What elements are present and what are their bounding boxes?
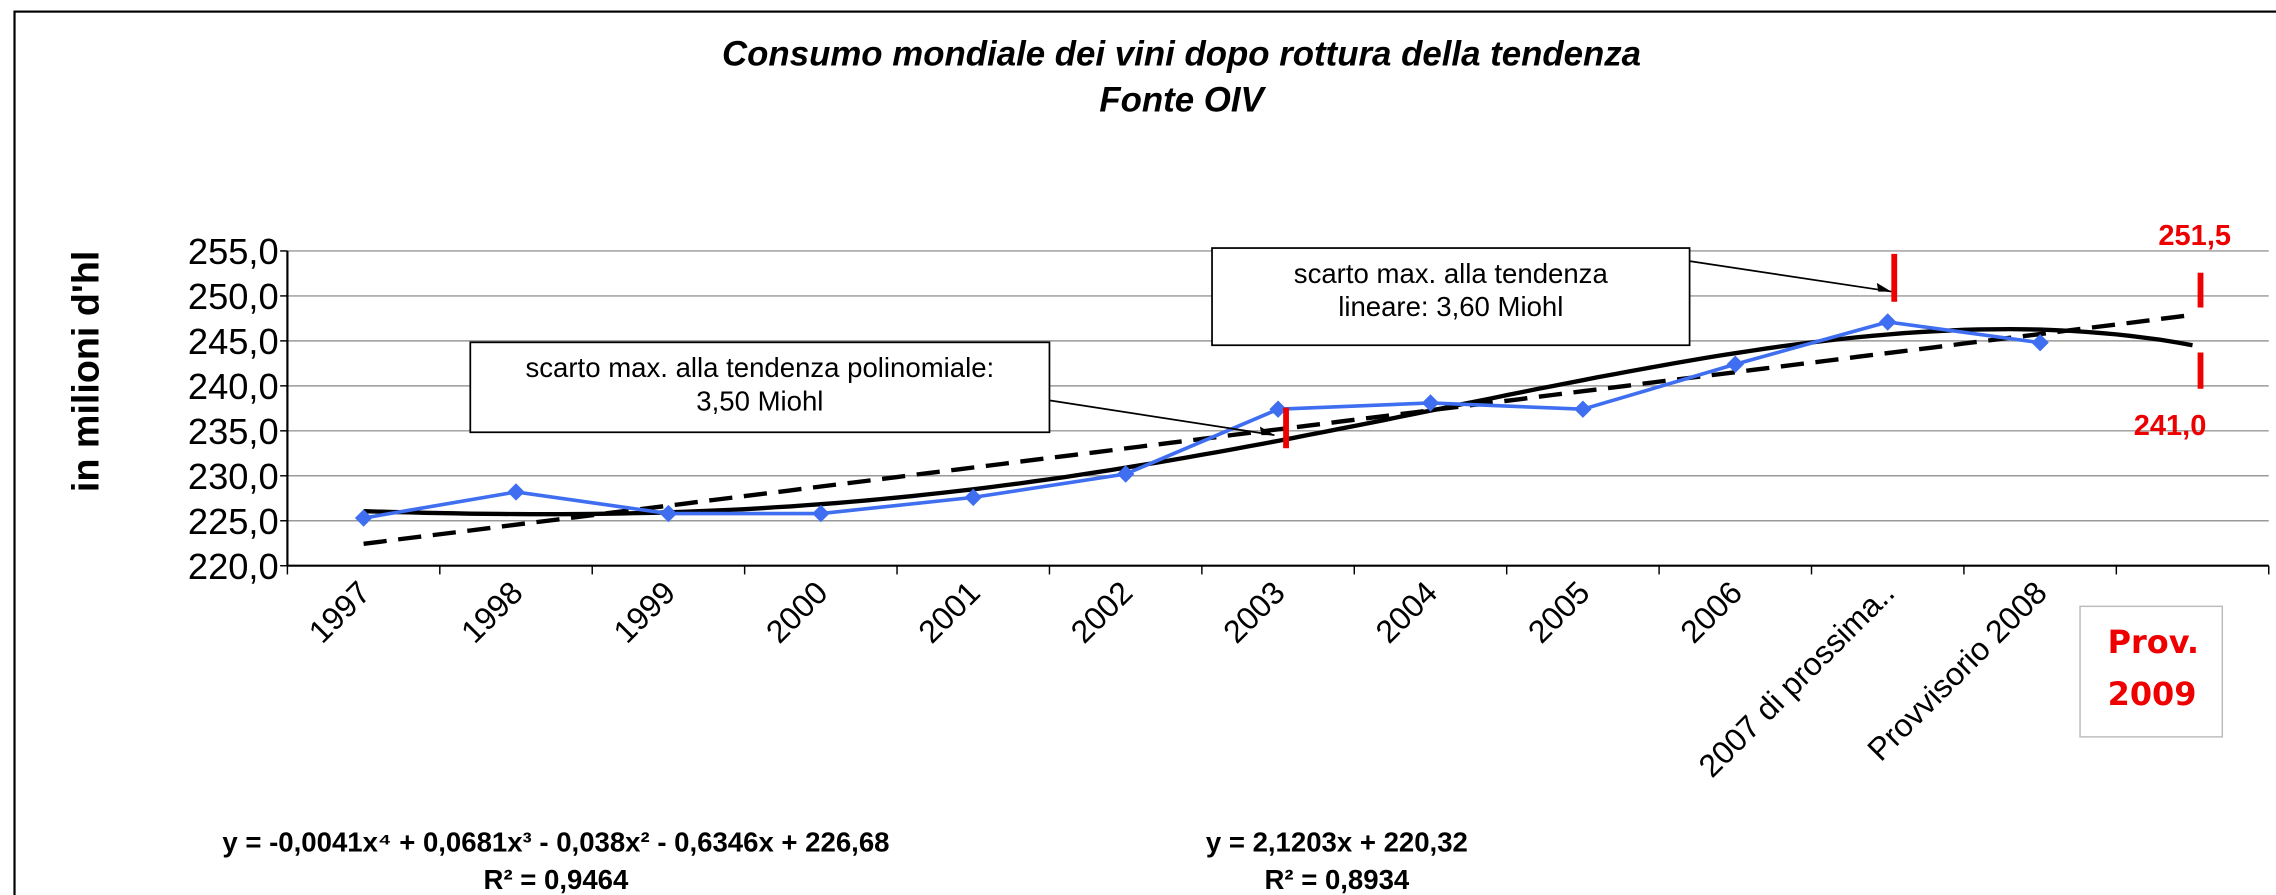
callout-text: lineare: 3,60 Miohl bbox=[1338, 291, 1563, 322]
data-point bbox=[1116, 465, 1135, 483]
x-tick-box bbox=[2079, 605, 2224, 738]
callout-box bbox=[469, 341, 1051, 434]
y-tick-label: 225,0 bbox=[188, 501, 279, 542]
callout-text: 3,50 Miohl bbox=[696, 386, 823, 417]
data-point bbox=[964, 488, 982, 507]
y-axis-label: in milioni d'hl bbox=[65, 251, 107, 492]
y-tick-label: 235,0 bbox=[188, 411, 279, 452]
callout-arrow bbox=[1689, 260, 1892, 293]
x-tick-label: Prov. 2009 bbox=[2107, 625, 2200, 714]
trend-equation: y = -0,0041x⁴ + 0,0681x³ - 0,038x² - 0,6… bbox=[222, 826, 889, 857]
trend-r2: R² = 0,8934 bbox=[1264, 864, 1409, 895]
data-point bbox=[2031, 333, 2049, 352]
chart-subtitle: Fonte OIV bbox=[1099, 81, 1266, 120]
data-point bbox=[507, 483, 525, 501]
y-tick-label: 230,0 bbox=[188, 456, 279, 497]
range-label: 241,0 bbox=[2134, 410, 2207, 442]
chart-border bbox=[13, 10, 2276, 895]
callout-arrow bbox=[1049, 399, 1275, 437]
y-tick-label: 220,0 bbox=[188, 546, 279, 587]
callout-arrowhead bbox=[1876, 282, 1892, 292]
y-tick-label: 250,0 bbox=[188, 276, 279, 317]
callout-text: scarto max. alla tendenza bbox=[1294, 258, 1609, 289]
range-label: 251,5 bbox=[2158, 220, 2231, 252]
series-line bbox=[363, 320, 2041, 520]
trendline bbox=[363, 312, 2193, 546]
chart-title: Consumo mondiale dei vini dopo rottura d… bbox=[722, 34, 1641, 73]
y-tick-label: 255,0 bbox=[188, 231, 279, 272]
trend-equation: y = 2,1203x + 220,32 bbox=[1206, 826, 1468, 857]
callout-box bbox=[1211, 247, 1691, 347]
y-tick-label: 240,0 bbox=[188, 366, 279, 407]
trend-r2: R² = 0,9464 bbox=[484, 864, 629, 895]
y-tick-label: 245,0 bbox=[188, 321, 279, 362]
data-point bbox=[1421, 394, 1440, 412]
callout-text: scarto max. alla tendenza polinomiale: bbox=[526, 352, 995, 383]
x-tick-label-box: Prov. 2009 bbox=[2107, 625, 2200, 714]
